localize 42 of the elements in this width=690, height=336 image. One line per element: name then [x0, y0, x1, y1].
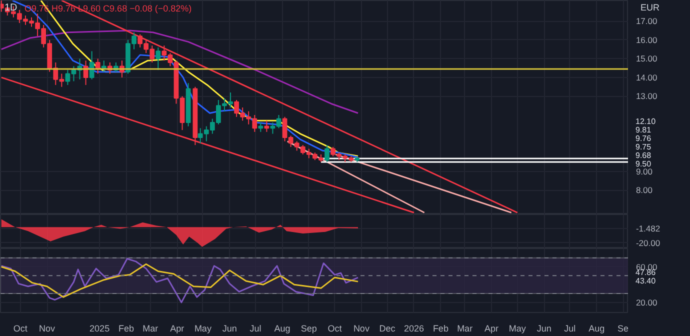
x-tick-label: Mar	[142, 324, 158, 334]
x-tick-label: Nov	[39, 324, 56, 334]
x-tick-label: Se	[617, 324, 629, 334]
x-tick-label: Oct	[328, 324, 342, 334]
y-tick-label: -20.00	[636, 238, 660, 248]
y-tick-label: 60.00	[636, 262, 658, 272]
x-tick-label: Apr	[484, 324, 499, 334]
text: 9.76	[636, 134, 652, 144]
text: 9.81	[636, 126, 652, 135]
y-tick-label: 8.00	[636, 185, 653, 196]
y-tick-label: -1.482	[636, 223, 660, 234]
x-tick-label: Aug	[274, 324, 290, 334]
y-tick-label: 9.00	[636, 166, 653, 176]
x-tick-label: May	[508, 324, 526, 334]
x-tick-label: Sep	[300, 324, 317, 334]
x-tick-label: Apr	[170, 324, 184, 334]
y-tick-label: 20.00	[636, 297, 658, 308]
text: 43.40	[636, 276, 656, 286]
x-tick-label: Nov	[353, 324, 370, 334]
y-tick-label: 13.00	[636, 91, 658, 102]
x-tick-label: 2026	[404, 324, 424, 334]
text: 12.10	[636, 117, 656, 126]
y-axis-title: EUR	[640, 2, 660, 12]
x-tick-label: Feb	[118, 324, 134, 334]
x-tick-label: Mar	[457, 324, 473, 334]
x-tick-label: 2025	[90, 324, 110, 334]
x-tick-label: Aug	[588, 324, 605, 334]
x-tick-label: Dec	[379, 324, 396, 334]
x-tick-label: Oct	[13, 324, 28, 334]
y-tick-label: 16.00	[636, 34, 658, 45]
y-tick-label: 14.00	[636, 72, 658, 82]
text: 9.75	[636, 142, 652, 152]
x-tick-label: Jun	[536, 324, 552, 334]
x-tick-label: Feb	[432, 324, 448, 334]
x-tick-label: Jun	[222, 324, 237, 334]
text: 9.50	[636, 160, 652, 169]
x-tick-label: Jul	[564, 324, 576, 334]
y-tick-label: 17.00	[636, 16, 658, 26]
y-tick-label: 15.00	[636, 54, 658, 64]
x-tick-label: Jul	[250, 324, 262, 334]
x-tick-label: May	[194, 324, 212, 334]
text: 9.68	[636, 151, 652, 160]
